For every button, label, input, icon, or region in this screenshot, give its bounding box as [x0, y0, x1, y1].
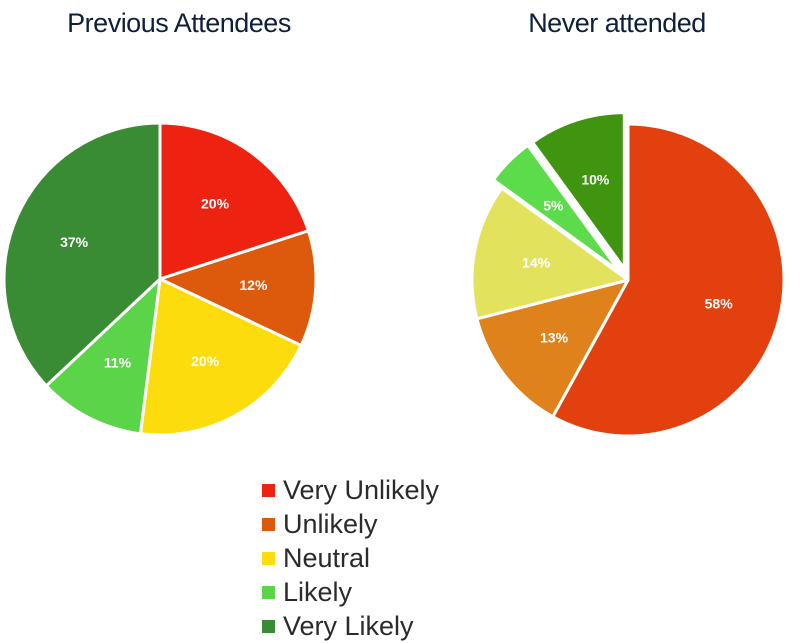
- pie-slice-never-attended-very-likely: [531, 111, 626, 271]
- pie-slice-never-attended-very-unlikely: [551, 122, 786, 438]
- legend-item-very-unlikely: Very Unlikely: [262, 473, 439, 507]
- legend-swatch-very-unlikely: [262, 483, 275, 497]
- legend-label-unlikely: Unlikely: [283, 508, 378, 539]
- slice-label-previous-attendees-very-likely: 37%: [60, 234, 89, 250]
- legend-swatch-likely: [262, 585, 275, 599]
- pie-slice-previous-attendees-unlikely: [158, 229, 318, 347]
- chart-title-previous-attendees: Previous Attendees: [67, 8, 291, 38]
- legend-label-likely: Likely: [283, 576, 353, 607]
- slice-label-never-attended-unlikely: 13%: [540, 329, 569, 345]
- pie-slice-previous-attendees-very-unlikely: [158, 121, 310, 281]
- legend-swatch-unlikely: [262, 517, 275, 531]
- slice-label-previous-attendees-likely: 11%: [104, 354, 132, 370]
- legend: Very Unlikely Unlikely Neutral Likely Ve…: [262, 473, 439, 643]
- legend-item-likely: Likely: [262, 575, 439, 609]
- pie-slice-never-attended-neutral: [470, 186, 630, 321]
- slice-label-previous-attendees-very-unlikely: 20%: [201, 195, 230, 211]
- slice-label-never-attended-neutral: 14%: [522, 254, 551, 270]
- pie-slice-previous-attendees-likely: [44, 277, 162, 436]
- pie-slice-previous-attendees-very-likely: [2, 121, 162, 388]
- pie-slice-previous-attendees-neutral: [138, 277, 303, 437]
- legend-label-neutral: Neutral: [283, 542, 371, 573]
- slice-label-previous-attendees-unlikely: 12%: [239, 277, 268, 293]
- legend-label-very-unlikely: Very Unlikely: [283, 474, 440, 505]
- pie-charts: 20% 12% 20% 11% 37% 58% 13% 14% 5% 10%: [2, 111, 786, 438]
- pie-slice-never-attended-unlikely: [475, 278, 630, 419]
- legend-swatch-neutral: [262, 551, 275, 565]
- pie-slice-never-attended-likely: [491, 143, 622, 274]
- slice-label-never-attended-very-unlikely: 58%: [705, 295, 734, 311]
- legend-item-unlikely: Unlikely: [262, 507, 439, 541]
- slice-label-previous-attendees-neutral: 20%: [191, 353, 220, 369]
- legend-label-very-likely: Very Likely: [283, 610, 414, 641]
- slice-label-never-attended-likely: 5%: [543, 197, 564, 213]
- legend-item-neutral: Neutral: [262, 541, 439, 575]
- chart-title-never-attended: Never attended: [528, 8, 706, 38]
- slice-label-never-attended-very-likely: 10%: [581, 172, 610, 188]
- legend-item-very-likely: Very Likely: [262, 609, 439, 643]
- legend-swatch-very-likely: [262, 619, 275, 633]
